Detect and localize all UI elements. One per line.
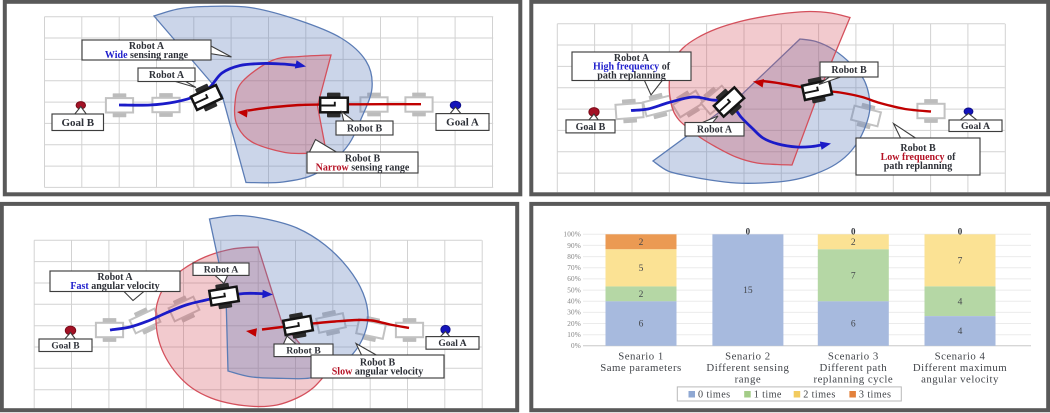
svg-text:replanning cycle: replanning cycle [813, 374, 893, 386]
svg-text:Narrow sensing range: Narrow sensing range [316, 162, 410, 173]
svg-text:path replanning: path replanning [884, 161, 952, 172]
svg-text:Same parameters: Same parameters [600, 362, 682, 374]
svg-text:30%: 30% [567, 309, 581, 317]
svg-text:0 times: 0 times [698, 389, 731, 400]
svg-text:Robot B: Robot B [831, 65, 867, 76]
svg-text:Robot B: Robot B [900, 143, 936, 154]
svg-text:0: 0 [958, 226, 963, 236]
svg-text:4: 4 [958, 297, 963, 307]
svg-text:Scenario 4: Scenario 4 [935, 351, 986, 363]
svg-text:60%: 60% [567, 275, 581, 283]
svg-text:Robot B: Robot B [345, 154, 381, 165]
svg-text:Senario 1: Senario 1 [618, 351, 664, 363]
svg-text:6: 6 [851, 320, 856, 330]
svg-text:0%: 0% [571, 342, 581, 350]
svg-text:10%: 10% [567, 331, 581, 339]
svg-text:Goal A: Goal A [446, 117, 479, 129]
svg-text:Slow angular velocity: Slow angular velocity [332, 366, 424, 377]
svg-text:50%: 50% [567, 286, 581, 294]
svg-text:Robot A: Robot A [697, 125, 733, 136]
svg-text:Wide sensing range: Wide sensing range [105, 50, 189, 61]
svg-text:Fast angular velocity: Fast angular velocity [70, 281, 159, 292]
svg-text:Low frequency of: Low frequency of [881, 152, 956, 163]
svg-text:Goal A: Goal A [438, 339, 466, 349]
svg-text:Different maximum: Different maximum [913, 362, 1007, 374]
svg-text:Different sensing: Different sensing [706, 362, 789, 374]
svg-text:Senario 2: Senario 2 [725, 351, 771, 363]
svg-text:5: 5 [639, 264, 644, 274]
svg-text:Robot A: Robot A [129, 41, 165, 52]
svg-text:Goal B: Goal B [61, 117, 94, 129]
svg-text:90%: 90% [567, 242, 581, 250]
svg-text:Robot B: Robot B [347, 123, 383, 134]
svg-text:angular velocity: angular velocity [921, 374, 999, 386]
svg-text:70%: 70% [567, 264, 581, 272]
svg-text:Scenario 3: Scenario 3 [828, 351, 879, 363]
svg-text:100%: 100% [563, 231, 581, 239]
svg-text:0: 0 [746, 226, 751, 236]
svg-text:2 times: 2 times [803, 389, 836, 400]
svg-text:range: range [735, 374, 761, 386]
svg-text:7: 7 [958, 257, 963, 267]
svg-text:7: 7 [851, 271, 856, 281]
svg-text:3 times: 3 times [859, 389, 892, 400]
svg-text:2: 2 [639, 290, 644, 300]
svg-text:0: 0 [851, 226, 856, 236]
svg-text:Goal B: Goal B [51, 342, 80, 352]
svg-text:Robot A: Robot A [97, 272, 133, 283]
svg-text:Goal B: Goal B [576, 122, 606, 133]
svg-text:80%: 80% [567, 253, 581, 261]
svg-text:path replanning: path replanning [597, 71, 665, 82]
svg-text:2: 2 [851, 238, 856, 248]
svg-text:Different path: Different path [819, 362, 887, 374]
svg-text:20%: 20% [567, 320, 581, 328]
svg-text:1 time: 1 time [754, 389, 782, 400]
svg-text:2: 2 [639, 238, 644, 248]
svg-text:High frequency of: High frequency of [593, 62, 671, 73]
svg-text:Robot B: Robot B [286, 346, 321, 357]
svg-text:Robot A: Robot A [614, 53, 650, 64]
svg-text:6: 6 [639, 320, 644, 330]
svg-text:Robot A: Robot A [204, 265, 239, 276]
svg-text:4: 4 [958, 327, 963, 337]
svg-text:Robot B: Robot B [360, 357, 396, 368]
svg-text:Robot A: Robot A [149, 70, 185, 81]
svg-text:Goal A: Goal A [961, 121, 990, 132]
svg-text:15: 15 [743, 286, 753, 296]
svg-text:40%: 40% [567, 298, 581, 306]
